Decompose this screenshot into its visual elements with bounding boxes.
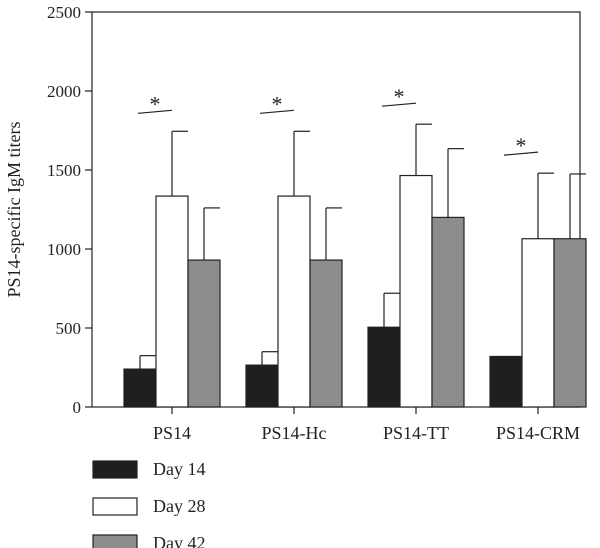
legend-swatch — [92, 460, 138, 479]
bar-day-14 — [245, 364, 279, 408]
significance-star: * — [516, 133, 527, 158]
bar-day-42 — [309, 259, 343, 408]
significance-markers: * * * * — [137, 84, 539, 158]
bars — [123, 174, 587, 408]
error-bars — [139, 123, 586, 370]
legend: Day 14 Day 28 Day 42 — [92, 459, 206, 548]
bar-day-28 — [521, 238, 555, 408]
legend-label: Day 42 — [153, 533, 206, 548]
significance-star: * — [150, 91, 161, 116]
significance-line — [381, 102, 417, 107]
y-tick-label: 1000 — [47, 240, 81, 259]
bar-day-14 — [123, 368, 157, 408]
significance-line — [137, 109, 173, 114]
y-tick-label: 0 — [73, 398, 82, 417]
x-category-label: PS14 — [153, 423, 191, 443]
legend-label: Day 28 — [153, 496, 206, 516]
y-tick-label: 1500 — [47, 161, 81, 180]
significance-star: * — [394, 84, 405, 109]
legend-swatch — [92, 497, 138, 516]
x-category-label: PS14-CRM — [496, 423, 580, 443]
bar-day-28 — [399, 174, 433, 408]
bar-day-28 — [155, 195, 189, 408]
axes: 0 500 1000 1500 2000 2500 PS14-specific IgM ti… — [4, 3, 581, 443]
bar-day-28 — [277, 195, 311, 408]
bar-day-42 — [431, 216, 465, 408]
significance-line — [503, 151, 539, 156]
bar-day-42 — [553, 238, 587, 408]
y-tick-label: 2000 — [47, 82, 81, 101]
y-tick-label: 2500 — [47, 3, 81, 22]
bar-day-14 — [367, 326, 401, 408]
significance-star: * — [272, 91, 283, 116]
significance-line — [259, 109, 295, 114]
legend-label: Day 14 — [153, 459, 206, 479]
y-tick-label: 500 — [56, 319, 82, 338]
y-axis-title: PS14-specific IgM titers — [4, 122, 24, 298]
legend-swatch — [92, 534, 138, 548]
bar-day-14 — [489, 355, 523, 408]
x-category-label: PS14-Hc — [261, 423, 326, 443]
x-category-label: PS14-TT — [383, 423, 449, 443]
bar-day-42 — [187, 259, 221, 408]
